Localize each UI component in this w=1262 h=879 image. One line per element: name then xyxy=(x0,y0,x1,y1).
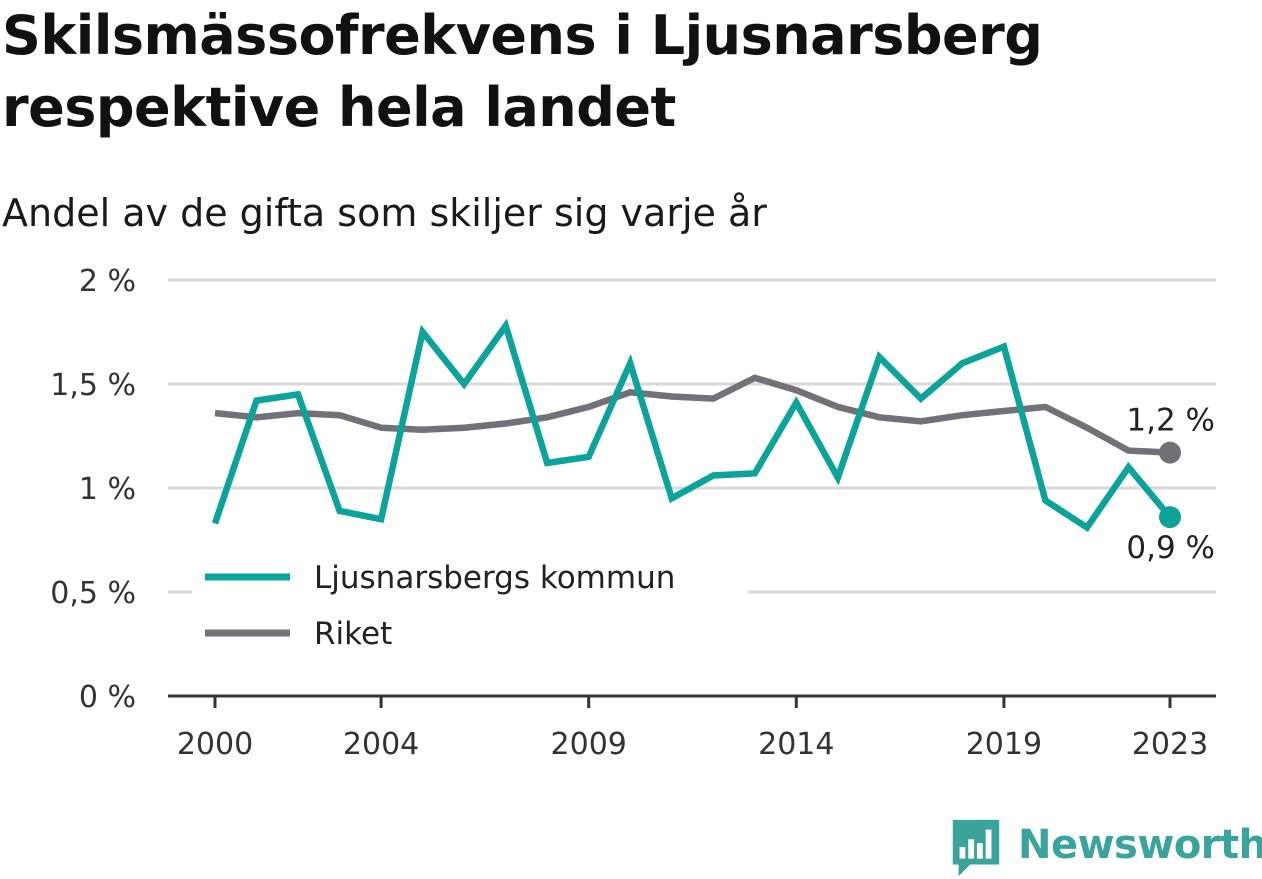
newsworthy-logo-icon xyxy=(952,819,1000,877)
x-tick-label: 2019 xyxy=(966,727,1042,762)
legend-label: Riket xyxy=(314,616,392,652)
x-tick-label: 2009 xyxy=(551,727,627,762)
x-tick-label: 2023 xyxy=(1132,727,1208,762)
end-label: 1,2 % xyxy=(1126,403,1215,439)
end-label: 0,9 % xyxy=(1126,530,1215,566)
chart-subtitle: Andel av de gifta som skiljer sig varje … xyxy=(2,191,767,235)
y-tick-label: 1 % xyxy=(79,472,136,507)
legend-background xyxy=(192,548,748,670)
series-line xyxy=(214,374,1171,456)
end-point xyxy=(1159,441,1181,464)
y-tick-label: 0 % xyxy=(79,680,136,715)
x-tick-label: 2000 xyxy=(177,727,253,762)
legend: Ljusnarsbergs kommun Riket xyxy=(192,548,748,670)
end-point xyxy=(1159,506,1181,529)
end-labels: 1,2 % 0,9 % xyxy=(1126,403,1215,566)
newsworthy-logo-text: Newsworthy xyxy=(1018,822,1262,868)
x-tick-label: 2004 xyxy=(343,727,419,762)
legend-label: Ljusnarsbergs kommun xyxy=(314,560,675,596)
y-tick-label: 1,5 % xyxy=(50,368,136,403)
chart-title: Skilsmässofrekvens i Ljusnarsberg respek… xyxy=(2,4,1043,139)
x-tick-label: 2014 xyxy=(758,727,834,762)
y-tick-label: 0,5 % xyxy=(50,576,136,611)
gridlines xyxy=(168,278,1216,594)
series-line xyxy=(211,318,1173,532)
series-lines xyxy=(211,318,1181,532)
y-axis-ticks: 0 % 0,5 % 1 % 1,5 % 2 % xyxy=(50,264,136,715)
x-axis: 2000 2004 2009 2014 2019 2023 xyxy=(168,694,1216,762)
y-tick-label: 2 % xyxy=(79,264,136,299)
